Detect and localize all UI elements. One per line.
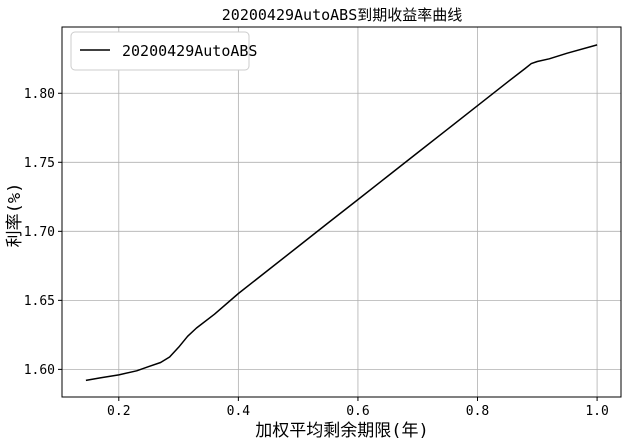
y-tick-label: 1.80 (24, 87, 55, 102)
series-layer (85, 44, 598, 382)
legend-label: 20200429AutoABS (122, 42, 257, 60)
x-axis-ticks: 0.2 0.4 0.6 0.8 1.0 (107, 397, 609, 419)
y-axis-ticks: 1.60 1.65 1.70 1.75 1.80 (24, 87, 62, 378)
plot-frame (61, 26, 622, 398)
y-axis-label: 利率(%) (5, 183, 25, 248)
x-tick-label: 0.6 (346, 404, 369, 419)
y-tick-label: 1.70 (24, 225, 55, 240)
y-tick-label: 1.65 (24, 294, 55, 309)
x-tick-label: 0.2 (107, 404, 130, 419)
chart-title: 20200429AutoABS到期收益率曲线 (222, 6, 462, 24)
x-axis-label: 加权平均剩余期限(年) (255, 421, 428, 441)
y-tick-label: 1.75 (24, 156, 55, 171)
legend-box (70, 31, 250, 71)
x-tick-label: 1.0 (585, 404, 608, 419)
y-tick-label: 1.60 (24, 363, 55, 378)
x-tick-label: 0.4 (227, 404, 251, 419)
grid-lines (62, 27, 621, 397)
x-tick-label: 0.8 (466, 404, 489, 419)
legend: 20200429AutoABS (70, 31, 257, 71)
series-line-20200429AutoABS (85, 44, 598, 382)
